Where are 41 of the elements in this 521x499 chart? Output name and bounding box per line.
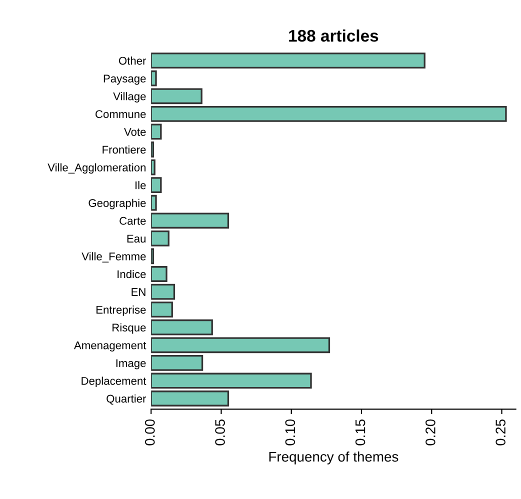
y-tick-label: Frontiere [102, 145, 146, 154]
bar [151, 177, 162, 194]
y-tick-label: Village [113, 92, 146, 102]
bar [151, 106, 507, 122]
bar [151, 124, 162, 140]
x-tick-label: 0.15 [355, 419, 366, 446]
chart-title: 188 articles [289, 29, 378, 42]
bar [151, 230, 170, 246]
bar [151, 266, 168, 282]
bar [151, 159, 156, 176]
y-tick-label: Geographie [88, 198, 146, 210]
y-tick-label: Ville_Femme [82, 252, 146, 262]
bar [151, 354, 204, 371]
y-tick-label: Eau [127, 234, 146, 243]
x-tick-label: 0.05 [215, 419, 225, 446]
y-tick-label: Amenagement [74, 342, 146, 352]
y-tick-label: Risque [112, 323, 146, 334]
y-tick-label: Quartier [106, 394, 146, 405]
x-tick-label: 0.25 [496, 419, 506, 446]
y-tick-label: Indice [118, 270, 146, 278]
y-tick-label: Commune [96, 110, 146, 118]
y-tick-label: EN [132, 288, 146, 296]
y-tick-label: Paysage [104, 74, 146, 85]
x-tick-label: 0.20 [426, 419, 436, 446]
x-axis-title: Frequency of themes [269, 451, 398, 464]
x-tick-label: 0.00 [144, 419, 155, 446]
bar [151, 284, 176, 300]
y-tick-label: Vote [124, 128, 146, 136]
x-tick-label: 0.10 [285, 419, 296, 446]
bar [151, 390, 230, 406]
y-tick-label: Deplacement [82, 376, 146, 388]
y-tick-label: Carte [120, 216, 146, 225]
y-tick-label: Image [116, 359, 146, 370]
y-tick-label: Entreprise [96, 306, 146, 316]
y-tick-label: Ile [136, 181, 146, 190]
y-tick-label: Other [118, 56, 146, 65]
bar [151, 302, 173, 318]
y-tick-label: Ville_Agglomeration [48, 163, 146, 174]
bar [151, 142, 154, 158]
bar [151, 52, 426, 69]
bar [151, 372, 312, 389]
